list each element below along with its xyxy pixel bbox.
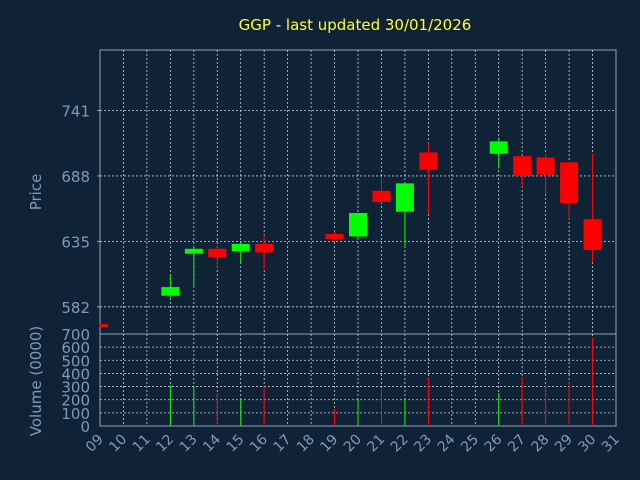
price-axis-ticks: 582 635 688 741: [61, 103, 100, 317]
price-tick-label: 688: [61, 168, 90, 186]
candle-body: [208, 248, 227, 258]
x-tick-label: 12: [153, 432, 177, 456]
x-tick-label: 30: [575, 432, 599, 456]
x-tick-label: 27: [505, 432, 529, 456]
x-tick-label: 18: [294, 432, 318, 456]
x-tick-label: 13: [177, 432, 201, 456]
x-tick-label: 22: [388, 432, 412, 456]
price-axis-label: Price: [27, 174, 45, 211]
volume-tick-label: 400: [61, 365, 90, 383]
x-tick-label: 23: [411, 432, 435, 456]
x-tick-label: 11: [130, 432, 154, 456]
volume-tick-label: 0: [80, 418, 90, 436]
candle-body: [536, 157, 555, 175]
x-tick-label: 21: [364, 432, 388, 456]
x-tick-label: 16: [247, 431, 271, 455]
x-tick-label: 19: [317, 432, 341, 456]
x-axis-label: Day: [334, 459, 362, 475]
x-tick-label: 14: [200, 431, 224, 455]
volume-axis-label: Volume (0000): [27, 326, 45, 436]
price-tick-label: 635: [61, 233, 90, 251]
volume-tick-label: 700: [61, 326, 90, 344]
volume-tick-label: 100: [61, 405, 90, 423]
chart-title: GGP - last updated 30/01/2026: [239, 16, 472, 34]
x-tick-label: 29: [552, 432, 576, 456]
x-tick-label: 24: [435, 431, 459, 455]
volume-tick-label: 500: [61, 352, 90, 370]
price-tick-label: 582: [61, 299, 90, 317]
candle-body: [325, 233, 344, 239]
x-tick-label: 26: [482, 431, 506, 455]
candle-body: [349, 212, 367, 237]
volume-tick-label: 600: [61, 339, 90, 357]
candle-body: [489, 141, 508, 154]
candle-body: [184, 248, 203, 254]
x-tick-label: 20: [341, 432, 365, 456]
x-tick-label: 15: [224, 432, 248, 456]
x-tick-label: 25: [458, 432, 482, 456]
volume-tick-label: 300: [61, 379, 90, 397]
x-tick-label: 28: [529, 432, 553, 456]
candle-body: [161, 287, 180, 296]
candle-body: [513, 156, 532, 176]
x-tick-label: 31: [599, 432, 623, 456]
candle-body: [255, 243, 274, 253]
x-tick-label: 10: [106, 432, 130, 456]
candle-body: [560, 162, 579, 204]
x-axis-ticks: 09 10 11 12 13 14 15 16 17 18 19 20 21 22 23 24 25 26 27 28…: [83, 431, 623, 455]
candle-body: [231, 243, 250, 252]
candles: [99, 137, 602, 328]
price-tick-label: 741: [61, 103, 90, 121]
price-panel: 582 635 688 741: [61, 49, 617, 335]
candle-body: [395, 183, 414, 212]
candle-body: [100, 324, 108, 328]
candle-body: [583, 219, 602, 251]
volume-tick-label: 200: [61, 392, 90, 410]
candle-body: [419, 152, 438, 170]
volume-bars: [169, 337, 594, 426]
candle-body: [372, 190, 391, 202]
x-tick-label: 17: [271, 432, 295, 456]
